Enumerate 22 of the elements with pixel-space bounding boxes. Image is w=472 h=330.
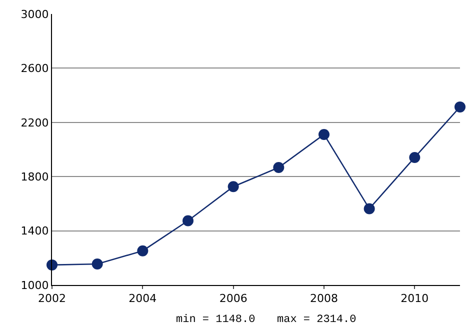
point [228,181,239,192]
y-tick-label: 3000 [20,8,49,21]
point [454,101,466,112]
x-tick-label: 2010 [400,292,429,306]
y-tick-label: 2200 [20,116,49,130]
y-tick-label: 1800 [20,170,49,184]
x-tick-label: 2006 [219,292,248,306]
point [182,215,194,226]
point [364,203,375,214]
x-tick-label: 2004 [128,292,157,306]
x-tick-label: 2008 [310,292,338,306]
point [318,128,330,140]
y-tick-label: 2600 [20,62,49,76]
point [409,152,420,163]
point [137,245,148,256]
y-tick-label: 1400 [20,224,49,238]
point [92,258,103,270]
text: max = 2314.0 [277,314,356,326]
x-tick-label: 2002 [38,292,66,306]
y-tick-label: 1000 [20,278,49,292]
text: min = 1148.0 [176,314,256,326]
point [273,162,284,174]
